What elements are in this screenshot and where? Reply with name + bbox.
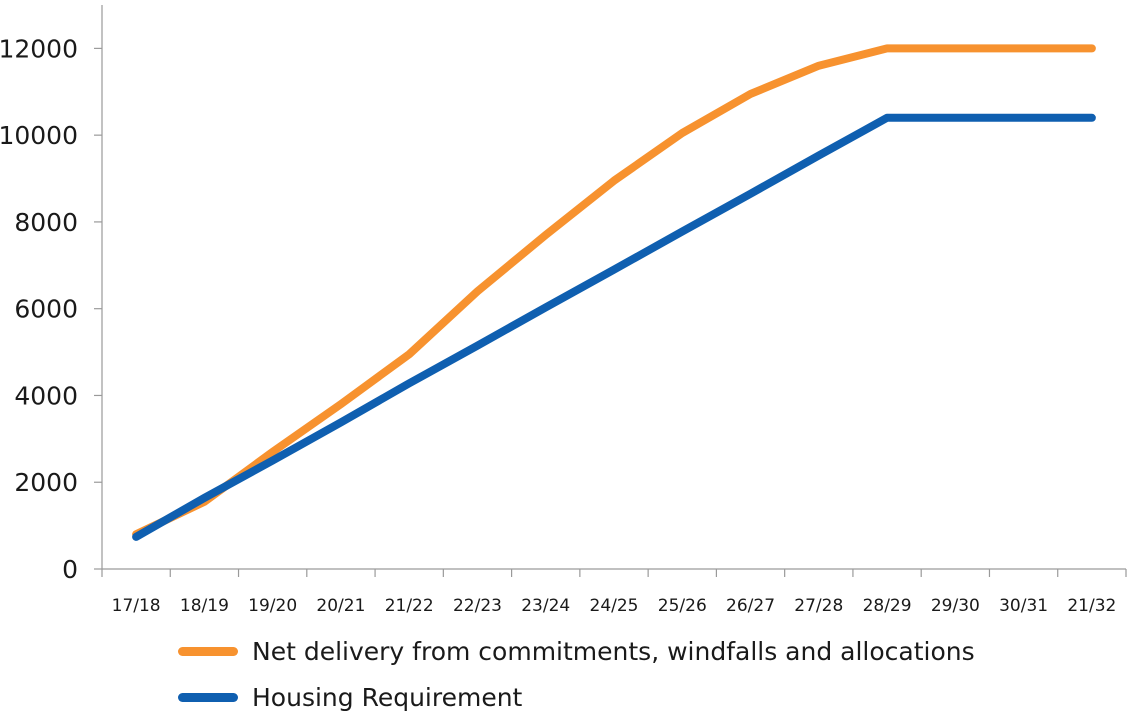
legend-item-net-delivery: Net delivery from commitments, windfalls… bbox=[178, 628, 975, 674]
x-tick-label: 20/21 bbox=[316, 596, 365, 616]
x-tick-label: 21/22 bbox=[385, 596, 434, 616]
y-tick-label: 2000 bbox=[14, 468, 78, 497]
series-lines bbox=[132, 44, 1096, 541]
x-tick-label: 17/18 bbox=[112, 596, 161, 616]
x-tick-label: 24/25 bbox=[590, 596, 639, 616]
x-tick-label: 28/29 bbox=[863, 596, 912, 616]
y-tick-label: 8000 bbox=[14, 208, 78, 237]
y-tick-label: 10000 bbox=[0, 121, 78, 150]
axes bbox=[94, 5, 1127, 577]
legend-label-net-delivery: Net delivery from commitments, windfalls… bbox=[252, 636, 975, 666]
legend-item-housing-requirement: Housing Requirement bbox=[178, 674, 975, 720]
x-tick-label: 22/23 bbox=[453, 596, 502, 616]
y-tick-label: 12000 bbox=[0, 34, 78, 63]
x-tick-label: 26/27 bbox=[726, 596, 775, 616]
y-tick-label: 4000 bbox=[14, 381, 78, 410]
tick-labels: 0 2000 4000 6000 8000 10000 12000 17/18 18/19 19/… bbox=[0, 34, 1116, 616]
y-tick-label: 0 bbox=[62, 555, 78, 584]
legend-swatch-net-delivery bbox=[178, 646, 238, 656]
legend-label-housing-requirement: Housing Requirement bbox=[252, 682, 523, 712]
series-line-0 bbox=[132, 44, 1096, 539]
series-line-1 bbox=[132, 113, 1096, 541]
x-tick-label: 30/31 bbox=[999, 596, 1048, 616]
x-tick-label: 29/30 bbox=[931, 596, 980, 616]
legend-swatch-housing-requirement bbox=[178, 692, 238, 702]
x-tick-label: 27/28 bbox=[794, 596, 843, 616]
x-tick-label: 18/19 bbox=[180, 596, 229, 616]
y-tick-label: 6000 bbox=[14, 295, 78, 324]
x-tick-label: 25/26 bbox=[658, 596, 707, 616]
x-tick-label: 19/20 bbox=[248, 596, 297, 616]
x-tick-label: 23/24 bbox=[521, 596, 570, 616]
legend: Net delivery from commitments, windfalls… bbox=[178, 628, 975, 720]
line-chart: 0 2000 4000 6000 8000 10000 12000 17/18 18/19 19/… bbox=[0, 5, 1127, 616]
x-tick-label: 21/32 bbox=[1067, 596, 1116, 616]
